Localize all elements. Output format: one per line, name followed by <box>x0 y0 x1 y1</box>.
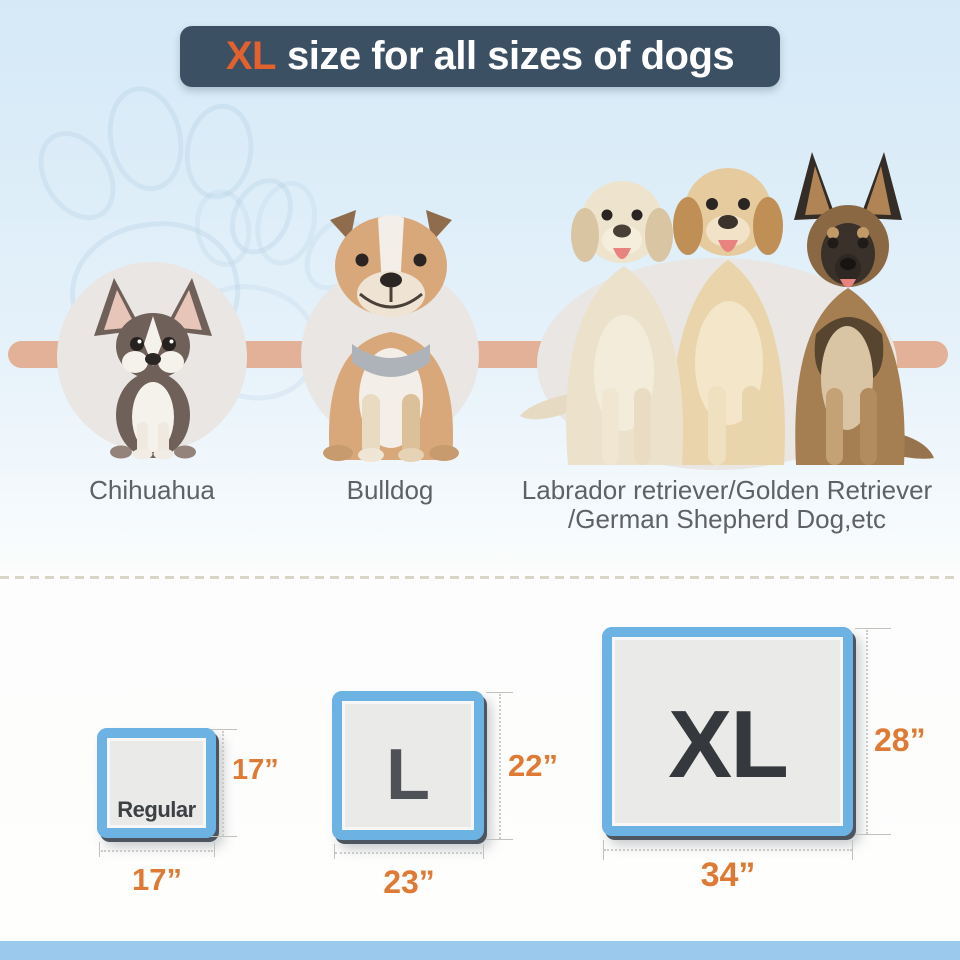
pad-label-regular: Regular <box>117 797 196 822</box>
pad-label-xlarge: XL <box>668 690 789 798</box>
title-banner: XL size for all sizes of dogs <box>180 26 780 87</box>
dim-tick <box>211 729 237 730</box>
width-dim-large: 23” <box>383 864 435 900</box>
bulldog-illustration <box>323 210 459 462</box>
width-dim-line-regular <box>101 850 213 852</box>
large-dogs-illustration <box>520 152 934 465</box>
height-dim-xlarge: 28” <box>874 722 926 758</box>
section-divider <box>0 576 960 579</box>
dim-tick <box>334 844 335 859</box>
dim-tick <box>603 840 604 860</box>
dim-tick <box>486 839 513 840</box>
height-dim-line-large <box>499 694 501 839</box>
pad-large: L <box>332 691 484 840</box>
dim-tick <box>99 842 100 857</box>
width-dim-line-xlarge <box>604 849 852 851</box>
pad-label-large: L <box>386 734 430 815</box>
dim-tick <box>486 692 513 693</box>
breed-label-bulldog: Bulldog <box>346 475 434 505</box>
height-dim-line-regular <box>222 731 224 836</box>
dim-tick <box>852 840 853 860</box>
dim-tick <box>211 836 237 837</box>
breed-label-large-dogs: Labrador retriever/Golden Retriever /Ger… <box>517 476 937 534</box>
height-dim-large: 22” <box>508 748 558 783</box>
breed-label-large-line2: /German Shepherd Dog,etc <box>568 504 886 534</box>
height-dim-line-xlarge <box>866 630 868 834</box>
width-dim-xlarge: 34” <box>700 856 756 894</box>
chihuahua-illustration <box>94 278 212 460</box>
pad-regular: Regular <box>97 728 216 838</box>
dim-tick <box>855 834 891 835</box>
dim-tick <box>483 844 484 859</box>
width-dim-regular: 17” <box>132 862 182 897</box>
title-text: size for all sizes of dogs <box>287 34 735 78</box>
pad-xlarge: XL <box>602 627 853 836</box>
breed-label-large-line1: Labrador retriever/Golden Retriever <box>521 475 933 505</box>
dim-tick <box>855 628 891 629</box>
breed-label-chihuahua: Chihuahua <box>89 475 215 505</box>
width-dim-line-large <box>335 852 482 854</box>
dim-tick <box>214 842 215 857</box>
height-dim-regular: 17” <box>232 754 279 786</box>
title-highlight: XL <box>225 34 277 78</box>
bottom-accent-bar <box>0 941 960 960</box>
